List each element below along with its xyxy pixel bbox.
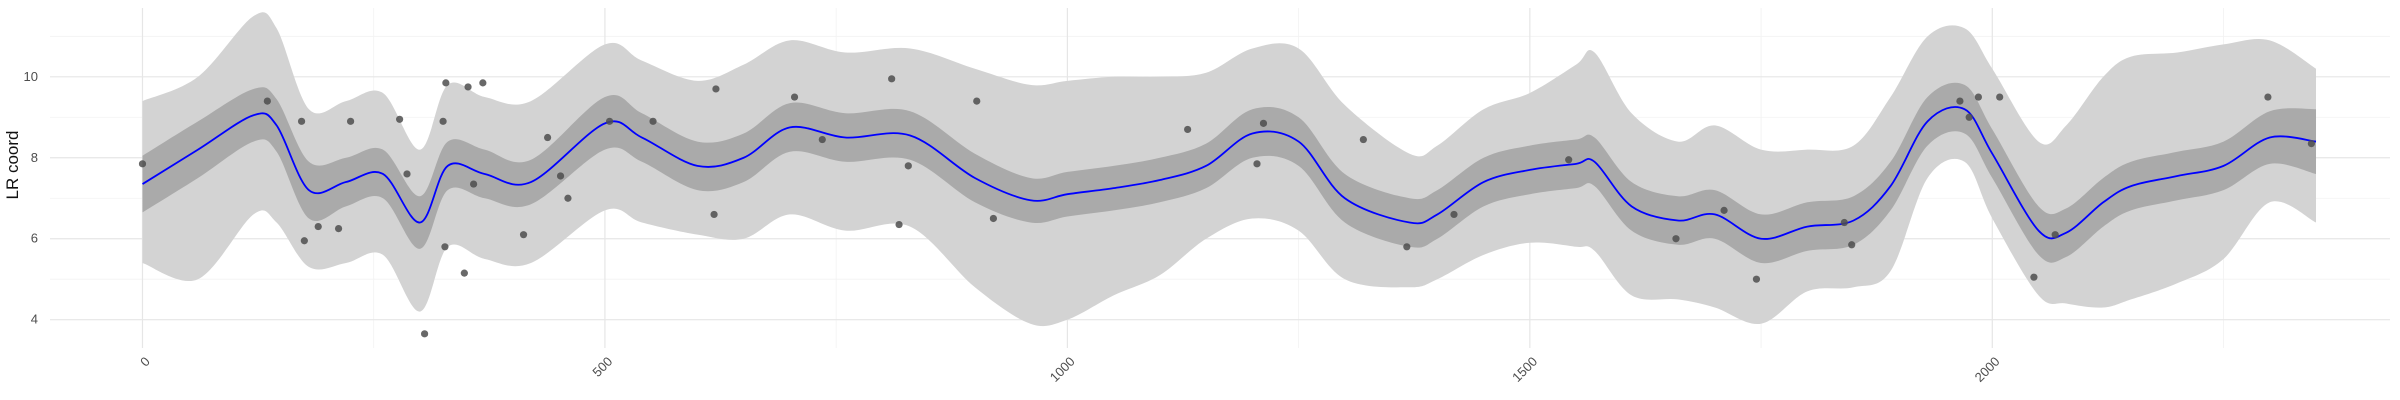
data-point <box>470 180 478 188</box>
y-axis-ticks: 4 6 8 10 <box>24 69 38 327</box>
data-point <box>1359 135 1367 144</box>
data-point <box>396 115 404 123</box>
data-point <box>1253 160 1261 168</box>
y-axis-title: LR coord <box>3 131 22 200</box>
data-point <box>1720 206 1728 214</box>
data-point <box>442 79 450 87</box>
y-tick-label: 8 <box>31 150 38 165</box>
data-point <box>1965 113 1973 121</box>
data-point <box>1848 241 1856 249</box>
data-point <box>2264 93 2272 101</box>
data-point <box>543 133 552 142</box>
data-point <box>556 172 565 180</box>
data-point <box>460 269 468 277</box>
data-point <box>403 170 411 178</box>
data-point <box>888 75 896 83</box>
y-tick-label: 6 <box>31 231 38 246</box>
data-point <box>712 85 720 93</box>
data-point <box>519 231 528 239</box>
data-point <box>1259 119 1268 127</box>
x-tick-label: 500 <box>589 354 615 380</box>
fit-line <box>142 106 2317 240</box>
data-point <box>1184 125 1192 134</box>
y-tick-label: 10 <box>24 69 38 84</box>
data-point <box>300 237 308 245</box>
data-point <box>464 83 472 91</box>
x-tick-label: 0 <box>137 354 153 370</box>
data-point <box>263 97 271 105</box>
data-point <box>2051 231 2059 239</box>
data-point <box>441 243 449 251</box>
data-point <box>479 79 487 87</box>
data-point <box>973 97 981 105</box>
data-point <box>564 194 572 202</box>
data-point <box>297 117 306 125</box>
data-point <box>605 117 614 125</box>
data-point <box>1974 93 1983 101</box>
data-point <box>2307 139 2315 148</box>
inner-confidence-band <box>142 82 2317 264</box>
data-points <box>138 75 2315 338</box>
data-point <box>138 160 147 168</box>
data-point <box>334 224 343 233</box>
x-tick-label: 1500 <box>1509 354 1540 385</box>
x-tick-label: 2000 <box>1972 354 2003 385</box>
data-point <box>1840 218 1848 227</box>
data-point <box>1403 243 1411 251</box>
data-point <box>2030 273 2038 281</box>
data-point <box>710 210 718 219</box>
data-point <box>1752 275 1761 283</box>
data-point <box>1450 210 1458 219</box>
data-point <box>818 135 826 144</box>
data-point <box>989 214 997 223</box>
data-point <box>439 117 447 125</box>
confidence-bands <box>142 12 2317 327</box>
data-point <box>1956 97 1964 105</box>
data-point <box>649 117 657 125</box>
data-point <box>1996 93 2004 101</box>
data-point <box>1672 235 1680 243</box>
data-point <box>420 330 429 338</box>
data-point <box>314 222 322 231</box>
fit-line-layer <box>142 106 2317 240</box>
data-point <box>1565 156 1573 164</box>
x-axis-ticks: 0 500 1000 1500 2000 <box>137 354 2003 385</box>
data-point <box>790 93 799 101</box>
x-tick-label: 1000 <box>1047 354 1078 385</box>
data-point <box>346 117 355 125</box>
data-point <box>904 162 912 170</box>
y-tick-label: 4 <box>31 312 38 327</box>
data-point <box>895 220 903 229</box>
